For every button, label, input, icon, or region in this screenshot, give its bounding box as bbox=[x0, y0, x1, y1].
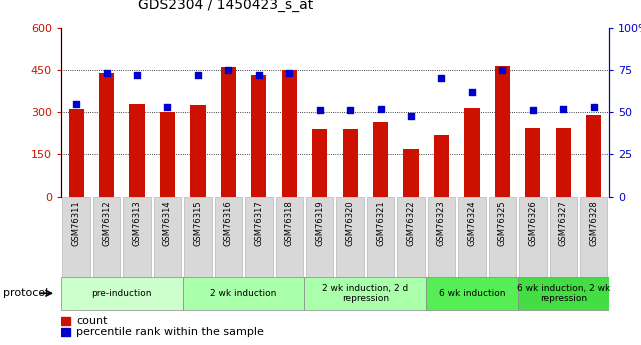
Bar bbox=[556, 128, 571, 197]
Point bbox=[467, 89, 477, 95]
Bar bbox=[426, 277, 518, 310]
Bar bbox=[99, 73, 114, 197]
Text: GSM76316: GSM76316 bbox=[224, 201, 233, 246]
Bar bbox=[495, 66, 510, 197]
Text: 2 wk induction, 2 d
repression: 2 wk induction, 2 d repression bbox=[322, 284, 408, 303]
Bar bbox=[342, 129, 358, 197]
Text: GDS2304 / 1450423_s_at: GDS2304 / 1450423_s_at bbox=[138, 0, 313, 12]
Text: GSM76315: GSM76315 bbox=[194, 201, 203, 246]
Point bbox=[558, 106, 569, 111]
Bar bbox=[245, 197, 272, 278]
Point bbox=[588, 104, 599, 110]
Bar bbox=[129, 104, 145, 197]
Bar bbox=[190, 105, 206, 197]
Bar bbox=[123, 197, 151, 278]
Bar bbox=[306, 197, 333, 278]
Bar bbox=[458, 197, 486, 278]
Bar bbox=[373, 122, 388, 197]
Bar bbox=[184, 197, 212, 278]
Bar bbox=[434, 135, 449, 197]
Bar bbox=[221, 67, 236, 197]
Text: protocol: protocol bbox=[3, 288, 49, 298]
Bar bbox=[312, 129, 328, 197]
Bar bbox=[464, 108, 479, 197]
Text: GSM76320: GSM76320 bbox=[345, 201, 354, 246]
Point bbox=[254, 72, 264, 78]
Text: percentile rank within the sample: percentile rank within the sample bbox=[76, 327, 264, 337]
Bar bbox=[580, 197, 608, 278]
Point bbox=[406, 113, 416, 118]
Bar bbox=[276, 197, 303, 278]
Bar bbox=[251, 76, 267, 197]
Bar bbox=[403, 149, 419, 197]
Text: GSM76322: GSM76322 bbox=[406, 201, 415, 246]
Bar bbox=[367, 197, 394, 278]
Bar bbox=[488, 197, 516, 278]
Bar bbox=[160, 112, 175, 197]
Point bbox=[193, 72, 203, 78]
Text: 2 wk induction: 2 wk induction bbox=[210, 289, 277, 298]
Text: pre-induction: pre-induction bbox=[92, 289, 152, 298]
Bar bbox=[215, 197, 242, 278]
Bar bbox=[61, 317, 71, 325]
Text: 6 wk induction, 2 wk
repression: 6 wk induction, 2 wk repression bbox=[517, 284, 610, 303]
Bar bbox=[154, 197, 181, 278]
Text: count: count bbox=[76, 316, 108, 326]
Bar bbox=[62, 197, 90, 278]
Text: 6 wk induction: 6 wk induction bbox=[438, 289, 505, 298]
Bar bbox=[519, 197, 547, 278]
Bar bbox=[93, 197, 121, 278]
Bar bbox=[69, 109, 84, 197]
Text: GSM76312: GSM76312 bbox=[102, 201, 111, 246]
Point bbox=[223, 67, 233, 73]
Text: GSM76314: GSM76314 bbox=[163, 201, 172, 246]
Bar bbox=[549, 197, 577, 278]
Point bbox=[71, 101, 81, 106]
Point bbox=[162, 104, 172, 110]
Text: GSM76319: GSM76319 bbox=[315, 201, 324, 246]
Point bbox=[284, 70, 294, 76]
Bar bbox=[586, 115, 601, 197]
Bar bbox=[525, 128, 540, 197]
Text: GSM76325: GSM76325 bbox=[498, 201, 507, 246]
Bar bbox=[518, 277, 609, 310]
Bar bbox=[397, 197, 425, 278]
Point bbox=[528, 108, 538, 113]
Bar bbox=[428, 197, 455, 278]
Text: GSM76313: GSM76313 bbox=[133, 201, 142, 246]
Bar bbox=[61, 277, 183, 310]
Text: GSM76317: GSM76317 bbox=[254, 201, 263, 246]
Bar bbox=[61, 328, 71, 336]
Point bbox=[437, 76, 447, 81]
Bar bbox=[304, 277, 426, 310]
Point bbox=[345, 108, 355, 113]
Text: GSM76321: GSM76321 bbox=[376, 201, 385, 246]
Bar bbox=[183, 277, 304, 310]
Text: GSM76327: GSM76327 bbox=[559, 201, 568, 246]
Point bbox=[376, 106, 386, 111]
Text: GSM76311: GSM76311 bbox=[72, 201, 81, 246]
Text: GSM76318: GSM76318 bbox=[285, 201, 294, 246]
Point bbox=[132, 72, 142, 78]
Point bbox=[497, 67, 508, 73]
Text: GSM76324: GSM76324 bbox=[467, 201, 476, 246]
Text: GSM76323: GSM76323 bbox=[437, 201, 446, 246]
Bar bbox=[281, 70, 297, 197]
Text: GSM76326: GSM76326 bbox=[528, 201, 537, 246]
Text: GSM76328: GSM76328 bbox=[589, 201, 598, 246]
Point bbox=[101, 70, 112, 76]
Point bbox=[315, 108, 325, 113]
Bar bbox=[337, 197, 364, 278]
